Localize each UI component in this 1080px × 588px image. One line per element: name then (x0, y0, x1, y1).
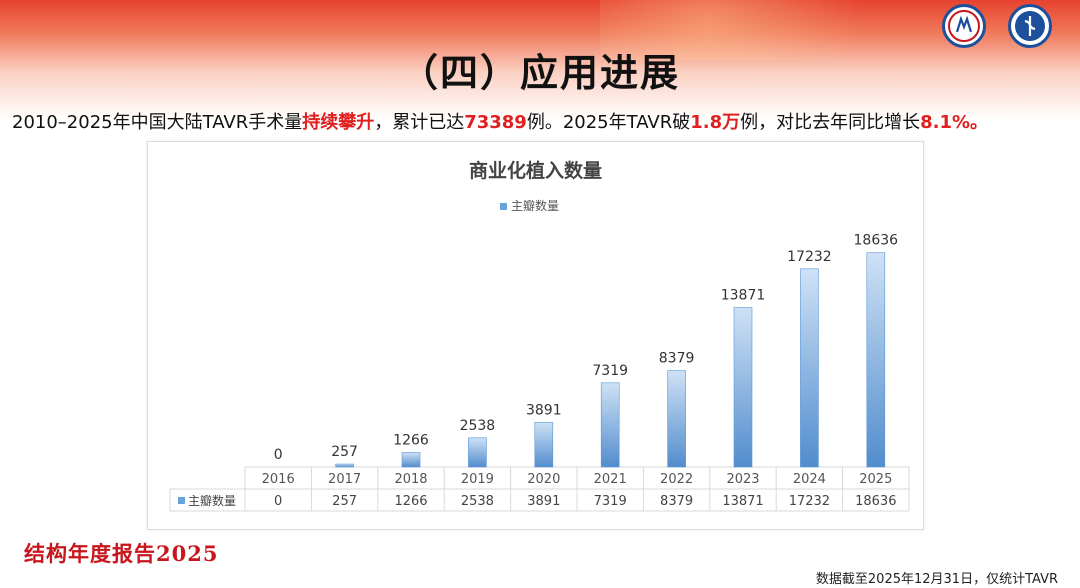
data-label: 13871 (721, 287, 766, 303)
highlight-text: 1.8万 (690, 112, 741, 133)
data-label: 257 (331, 444, 358, 460)
category-label: 2024 (793, 472, 826, 487)
chart-legend: 主瓣数量 (500, 197, 559, 214)
data-label: 2538 (460, 418, 496, 434)
category-label: 2022 (660, 472, 693, 487)
bar (600, 382, 620, 468)
table-value: 13871 (722, 494, 763, 509)
table-legend-swatch (178, 497, 185, 504)
summary-text: 2010–2025年中国大陆TAVR手术量持续攀升，累计已达73389例。202… (12, 108, 988, 134)
medical-emblem-icon (1015, 11, 1045, 41)
summary-segment: 例。2025年TAVR破 (526, 112, 691, 133)
category-label: 2017 (328, 472, 361, 487)
table-value: 7319 (594, 494, 627, 509)
bar (866, 252, 886, 468)
table-value: 3891 (527, 494, 560, 509)
category-label: 2019 (461, 472, 494, 487)
table-series-label: 主瓣数量 (188, 493, 236, 508)
data-label: 8379 (659, 351, 695, 367)
data-label: 1266 (393, 432, 429, 448)
table-value: 1266 (394, 494, 427, 509)
category-label: 2018 (394, 472, 427, 487)
data-note: 数据截至2025年12月31日，仅统计TAVR (815, 572, 1058, 587)
category-label: 2016 (262, 472, 295, 487)
highlight-text: 8.1% (920, 112, 971, 133)
bar (667, 370, 686, 468)
header-banner (0, 0, 1080, 120)
page-title: （四）应用进展 (399, 51, 680, 95)
chart-title: 商业化植入数量 (468, 160, 602, 182)
table-value: 257 (332, 494, 357, 509)
legend-swatch (500, 203, 507, 210)
data-label: 18636 (854, 233, 899, 249)
highlight-text: 。 (970, 112, 989, 133)
bar (335, 463, 354, 468)
category-label: 2025 (859, 472, 892, 487)
data-label: 3891 (526, 402, 562, 418)
logo-right (1008, 4, 1052, 48)
data-label: 7319 (592, 363, 628, 379)
legend-label: 主瓣数量 (511, 199, 560, 213)
emblem-icon (948, 10, 980, 42)
chart-panel: 商业化植入数量 主瓣数量 主瓣数量 0 2016 0 257 2017 257 1266 201… (147, 141, 924, 530)
data-label: 0 (274, 447, 283, 463)
category-label: 2020 (527, 472, 560, 487)
bar (800, 268, 819, 468)
summary-segment: ，累计已达 (374, 112, 465, 133)
table-value: 8379 (660, 494, 693, 509)
table-value: 2538 (461, 494, 494, 509)
highlight-text: 73389 (464, 112, 527, 133)
table-value: 17232 (789, 494, 830, 509)
bar (534, 421, 554, 468)
category-label: 2023 (726, 472, 759, 487)
summary-segment: 2010–2025年中国大陆TAVR手术量 (12, 112, 303, 133)
category-label: 2021 (594, 472, 627, 487)
data-label: 17232 (787, 249, 832, 265)
logo-left (942, 4, 986, 48)
bar (733, 307, 753, 468)
report-brand: 结构年度报告2025 (24, 541, 219, 566)
summary-segment: 例，对比去年同比增长 (740, 112, 921, 133)
bar-chart: 主瓣数量 0 2016 0 257 2017 257 1266 2018 1266 2538 2019… (169, 233, 910, 512)
highlight-text: 持续攀升 (302, 112, 375, 133)
bar (401, 452, 421, 468)
bar (468, 437, 487, 468)
table-value: 0 (274, 494, 282, 509)
table-value: 18636 (855, 494, 896, 509)
